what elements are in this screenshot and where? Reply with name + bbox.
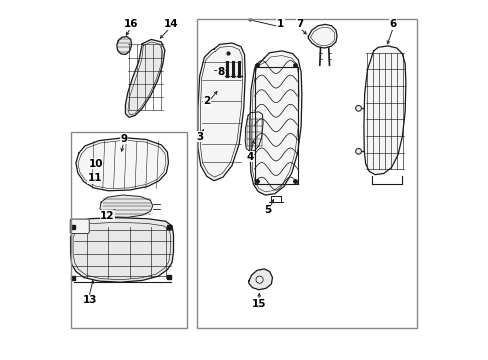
Text: 1: 1 (276, 19, 284, 29)
Text: 9: 9 (121, 134, 128, 144)
Polygon shape (70, 218, 173, 282)
Text: 15: 15 (251, 299, 265, 309)
Text: 3: 3 (196, 132, 203, 142)
Polygon shape (76, 138, 168, 191)
Polygon shape (363, 46, 405, 175)
Polygon shape (100, 195, 152, 217)
Polygon shape (244, 112, 263, 151)
Polygon shape (198, 43, 244, 181)
Polygon shape (308, 24, 336, 48)
Text: 10: 10 (88, 159, 102, 169)
FancyBboxPatch shape (70, 219, 89, 233)
Text: 6: 6 (389, 19, 396, 29)
Text: 16: 16 (124, 19, 139, 29)
Text: 2: 2 (203, 96, 210, 106)
Text: 8: 8 (217, 67, 224, 77)
Text: 7: 7 (296, 19, 303, 29)
Text: 11: 11 (87, 173, 102, 183)
Text: 13: 13 (82, 295, 97, 305)
Text: 5: 5 (264, 206, 271, 216)
Polygon shape (125, 40, 164, 117)
Circle shape (355, 148, 361, 154)
Circle shape (355, 105, 361, 111)
Bar (197, 19, 416, 328)
Text: 12: 12 (100, 211, 115, 221)
Bar (70, 132, 187, 328)
Circle shape (255, 276, 263, 283)
Polygon shape (248, 269, 272, 290)
Polygon shape (249, 51, 301, 195)
Polygon shape (117, 37, 131, 54)
Text: 4: 4 (245, 152, 253, 162)
Text: 14: 14 (163, 19, 178, 29)
